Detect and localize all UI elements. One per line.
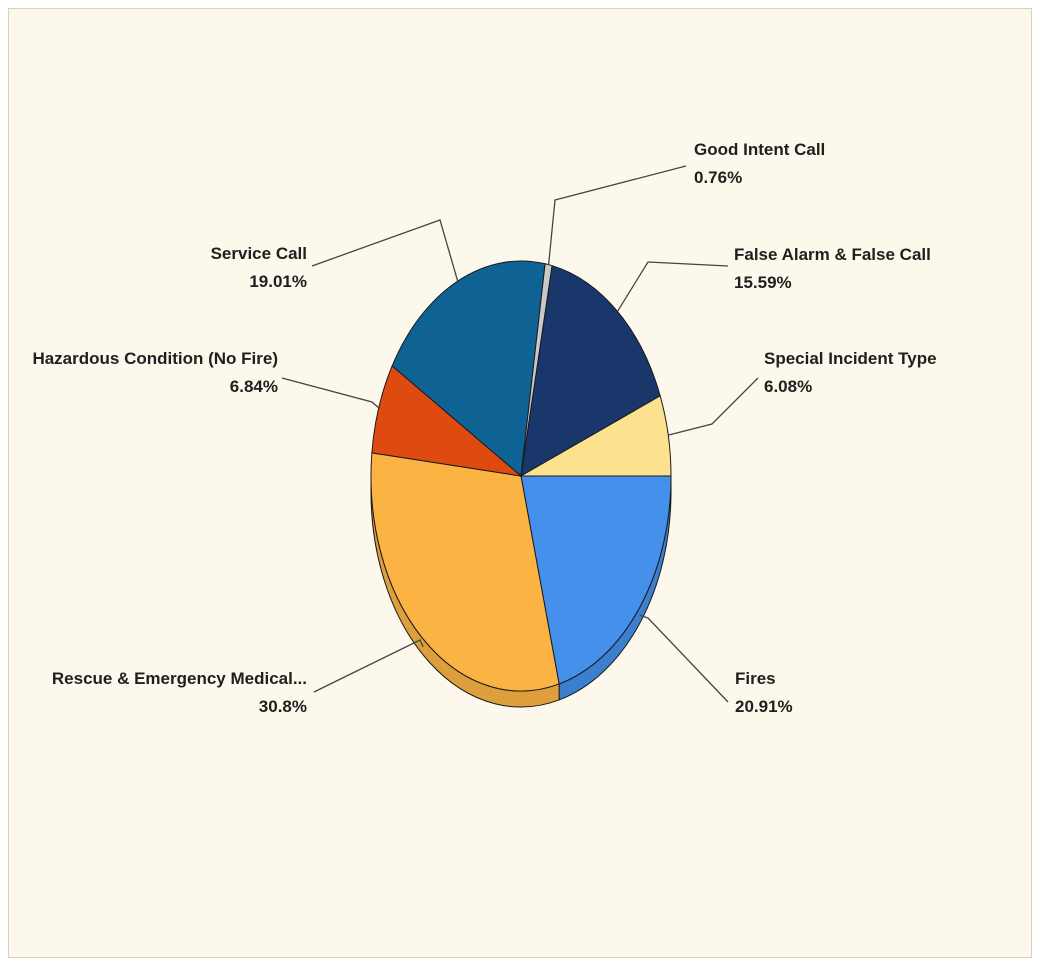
slice-value-false-alarm-false-call: 15.59% — [734, 273, 792, 292]
slice-false-alarm-false-call — [520, 265, 661, 477]
leader-line-special-incident-type — [668, 377, 759, 436]
leader-line-service-call — [311, 219, 459, 282]
slice-fires — [520, 475, 672, 685]
slice-value-special-incident-type: 6.08% — [764, 377, 812, 396]
slice-rescue-emergency-medical — [370, 452, 560, 692]
leader-line-good-intent-call — [547, 165, 687, 265]
slice-value-service-call: 19.01% — [249, 272, 307, 291]
leader-line-hazardous-condition-no-fire — [281, 377, 380, 409]
slice-label-hazardous-condition-no-fire: Hazardous Condition (No Fire) — [32, 349, 278, 368]
slice-value-hazardous-condition-no-fire: 6.84% — [230, 377, 278, 396]
slice-label-false-alarm-false-call: False Alarm & False Call — [734, 245, 931, 264]
slice-value-good-intent-call: 0.76% — [694, 168, 742, 187]
slice-label-fires: Fires — [735, 669, 776, 688]
slice-label-rescue-emergency-medical: Rescue & Emergency Medical... — [52, 669, 307, 688]
slice-label-service-call: Service Call — [211, 244, 307, 263]
leader-lines-layer — [281, 165, 759, 703]
slice-label-special-incident-type: Special Incident Type — [764, 349, 937, 368]
pie-slices-layer — [370, 260, 672, 692]
slice-labels-layer: Fires 20.91% Rescue & Emergency Medical...… — [32, 140, 936, 716]
slice-label-good-intent-call: Good Intent Call — [694, 140, 825, 159]
leader-line-rescue-emergency-medical — [313, 639, 424, 693]
slice-value-rescue-emergency-medical: 30.8% — [259, 697, 307, 716]
slice-value-fires: 20.91% — [735, 697, 793, 716]
slice-special-incident-type — [519, 395, 672, 477]
leader-line-fires — [639, 614, 729, 703]
leader-line-false-alarm-false-call — [616, 261, 729, 312]
